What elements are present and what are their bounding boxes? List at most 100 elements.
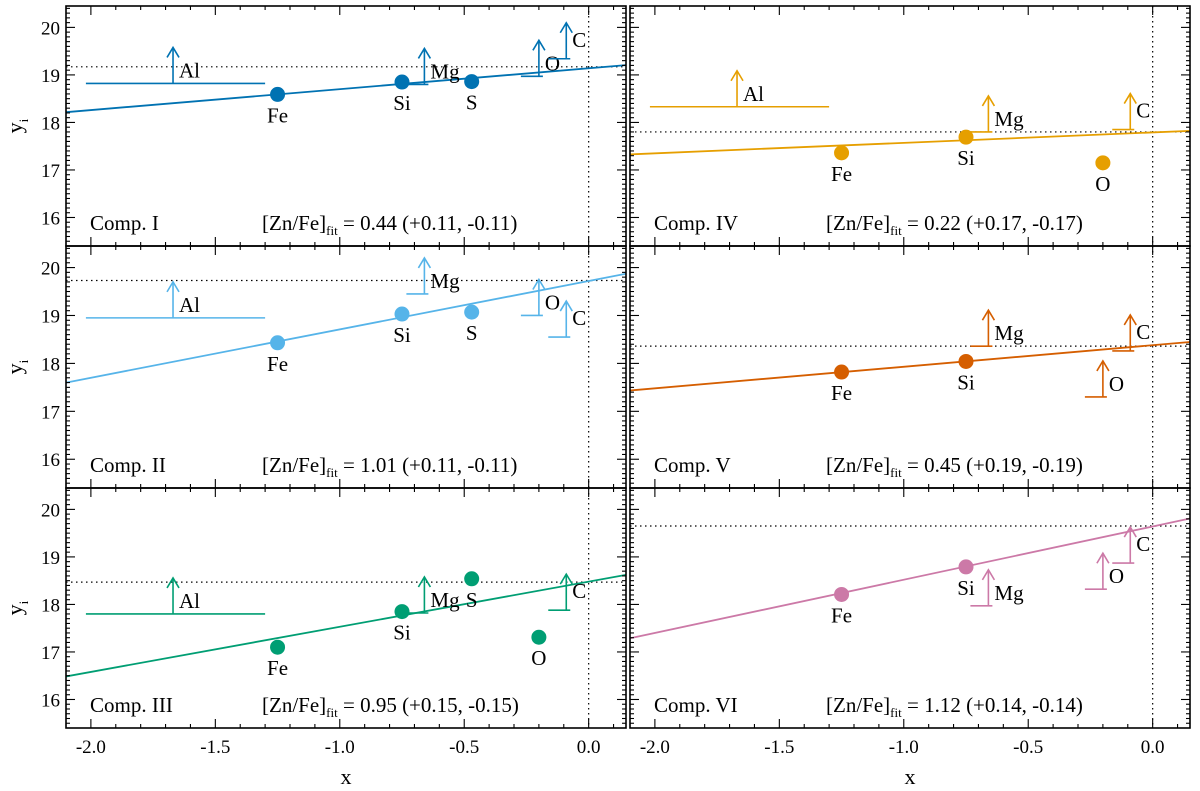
data-point-o	[531, 629, 547, 645]
limit-arrow-head	[166, 576, 180, 589]
panel-1: Al Mg OC Fe Si S 16 17 18 19 20 yi Comp. I [Zn/Fe]fit…	[2, 5, 627, 247]
limit-label-c: C	[572, 306, 586, 330]
data-point-s	[464, 571, 480, 587]
fit-line	[630, 341, 1190, 392]
y-axis-label: yi	[2, 118, 31, 133]
data-point-fe	[270, 86, 286, 102]
lower-limit-c	[1112, 313, 1137, 352]
panel-6: Mg CO Fe Si -2.0 -1.5 -1.0 -0.5 0.0 x Comp. VI [Zn/…	[629, 487, 1191, 789]
limit-label-o: O	[1109, 372, 1124, 396]
y-tick-label: 19	[41, 66, 60, 87]
limit-arrow-head	[417, 575, 432, 588]
point-label-o: O	[1095, 172, 1110, 196]
panel-frame	[65, 5, 627, 247]
point-label-si: Si	[957, 370, 975, 394]
fit-annotation: [Zn/Fe]fit = 0.44 (+0.11, -0.11)	[262, 211, 517, 238]
panel-plot-area	[630, 488, 1190, 728]
y-tick-label: 16	[41, 690, 60, 711]
point-label-fe: Fe	[267, 352, 288, 376]
lower-limit-o	[520, 277, 546, 317]
fit-annotation: [Zn/Fe]fit = 1.01 (+0.11, -0.11)	[262, 453, 517, 480]
point-label-si: Si	[393, 621, 411, 645]
limit-arrow-head	[1123, 92, 1137, 104]
point-label-si: Si	[957, 576, 975, 600]
panel-2: Al Mg C Fe Si O Comp. IV [Zn/Fe]fit = 0.22 (+0.…	[629, 5, 1191, 247]
lower-limit-al	[85, 280, 266, 319]
limit-label-al: Al	[179, 293, 200, 317]
limit-arrow-head	[559, 572, 573, 585]
limit-arrow-head	[730, 69, 744, 82]
panel-frame	[629, 487, 1191, 729]
point-label-si: Si	[393, 323, 411, 347]
fit-value: 1.12 (+0.14, -0.14)	[924, 693, 1083, 717]
lower-limit-c	[548, 21, 573, 60]
fit-line	[630, 517, 1190, 640]
x-tick-label: -0.5	[449, 737, 479, 758]
panel-title: Comp. I	[90, 211, 159, 235]
fit-label: [Zn/Fe]	[826, 211, 890, 235]
y-tick-label: 19	[41, 306, 60, 327]
lower-limit-c	[548, 572, 573, 611]
y-tick-label: 19	[41, 548, 60, 569]
fit-value: 0.22 (+0.17, -0.17)	[924, 211, 1083, 235]
y-tick-label: 17	[41, 161, 60, 182]
x-tick-label: -1.5	[764, 737, 794, 758]
data-point-si	[394, 604, 410, 620]
x-tick-label: -1.5	[200, 737, 230, 758]
fit-value: 0.44 (+0.11, -0.11)	[360, 211, 517, 235]
point-label-si: Si	[393, 91, 411, 115]
limit-arrow-head	[532, 38, 546, 51]
data-point-si	[958, 559, 974, 575]
lower-limit-mg	[970, 94, 996, 133]
limit-arrow-head	[559, 299, 573, 312]
data-point-s	[464, 74, 480, 90]
fit-label-sub: fit	[890, 465, 902, 480]
point-label-si: Si	[957, 146, 975, 170]
panel-frame	[65, 487, 627, 729]
limit-label-c: C	[572, 579, 586, 603]
fit-value: 0.45 (+0.19, -0.19)	[924, 453, 1083, 477]
fit-label: [Zn/Fe]	[262, 693, 326, 717]
panel-title: Comp. VI	[654, 693, 738, 717]
lower-limit-o	[1084, 551, 1110, 591]
y-axis-label-main: y	[2, 604, 27, 615]
panel-plot-area	[630, 246, 1190, 488]
y-axis-label-sub: i	[16, 600, 31, 604]
panel-title: Comp. II	[90, 453, 166, 477]
panel-5: Al Mg C Fe Si S O 16 17 18 19 20 yi -2.0 -1.5 -1.0 -0.5 0…	[2, 487, 627, 789]
panel-frame	[629, 5, 1191, 247]
lower-limit-al	[85, 45, 266, 85]
x-tick-label: -0.5	[1013, 737, 1043, 758]
fit-annotation: [Zn/Fe]fit = 0.45 (+0.19, -0.19)	[826, 453, 1083, 480]
fit-equals: =	[338, 211, 360, 235]
lower-limit-mg	[970, 568, 996, 607]
lower-limit-mg	[406, 575, 432, 614]
y-axis-label-main: y	[2, 122, 27, 133]
axis-ticks	[65, 6, 626, 246]
fit-label: [Zn/Fe]	[262, 453, 326, 477]
point-label-o: O	[531, 646, 546, 670]
y-axis-label-sub: i	[16, 359, 31, 363]
x-tick-label: 0.0	[577, 737, 601, 758]
y-tick-label: 16	[41, 450, 60, 471]
data-point-o	[1095, 155, 1111, 171]
fit-label: [Zn/Fe]	[262, 211, 326, 235]
point-label-s: S	[466, 321, 478, 345]
fit-label: [Zn/Fe]	[826, 453, 890, 477]
point-label-fe: Fe	[831, 162, 852, 186]
data-point-si	[958, 129, 974, 145]
fit-line	[66, 573, 626, 678]
panel-3: Al Mg OC Fe Si S 16 17 18 19 20 yi Comp. II [Zn/Fe]fi…	[2, 245, 627, 489]
limit-label-o: O	[1109, 564, 1124, 588]
fit-line	[66, 64, 626, 114]
fit-equals: =	[902, 693, 924, 717]
panel-4: Mg C O Fe Si Comp. V [Zn/Fe]fit = 0.45 (+0.19,…	[629, 245, 1191, 489]
fit-annotation: [Zn/Fe]fit = 1.12 (+0.14, -0.14)	[826, 693, 1083, 720]
data-point-si	[958, 353, 974, 369]
point-label-fe: Fe	[831, 603, 852, 627]
lower-limit-o	[1084, 359, 1110, 398]
data-point-si	[394, 74, 410, 90]
fit-label-sub: fit	[326, 465, 338, 480]
fit-line	[66, 272, 626, 384]
